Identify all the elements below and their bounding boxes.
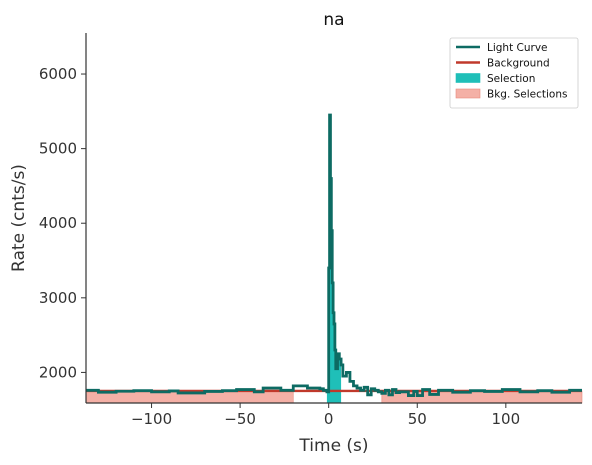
y-tick-label: 3000	[39, 289, 77, 307]
y-tick-label: 4000	[39, 214, 77, 232]
axes: −100 −50 0 50 100 2000 3000 4000 5000 6000	[39, 33, 582, 428]
x-axis-label: Time (s)	[298, 436, 368, 456]
y-tick-label: 5000	[39, 140, 77, 158]
legend: Light Curve Background Selection Bkg. Selec…	[449, 37, 579, 109]
x-tick-label: 0	[324, 410, 334, 428]
y-axis-label: Rate (cnts/s)	[9, 164, 29, 272]
light-curve-line	[86, 113, 582, 397]
legend-label: Background	[487, 58, 550, 70]
legend-label: Light Curve	[487, 42, 548, 54]
x-tick-label: 100	[492, 410, 521, 428]
legend-label: Selection	[487, 73, 535, 85]
x-tick-label: 50	[408, 410, 427, 428]
light-curve-layer	[86, 113, 582, 397]
x-tick-label: −50	[224, 410, 256, 428]
y-tick-label: 2000	[39, 363, 77, 381]
legend-label: Bkg. Selections	[487, 89, 567, 101]
legend-swatch	[455, 88, 481, 99]
legend-box	[449, 37, 579, 109]
y-tick-label: 6000	[39, 65, 77, 83]
x-tick-label: −100	[131, 410, 172, 428]
chart-title: na	[323, 10, 344, 30]
legend-swatch	[455, 73, 481, 83]
